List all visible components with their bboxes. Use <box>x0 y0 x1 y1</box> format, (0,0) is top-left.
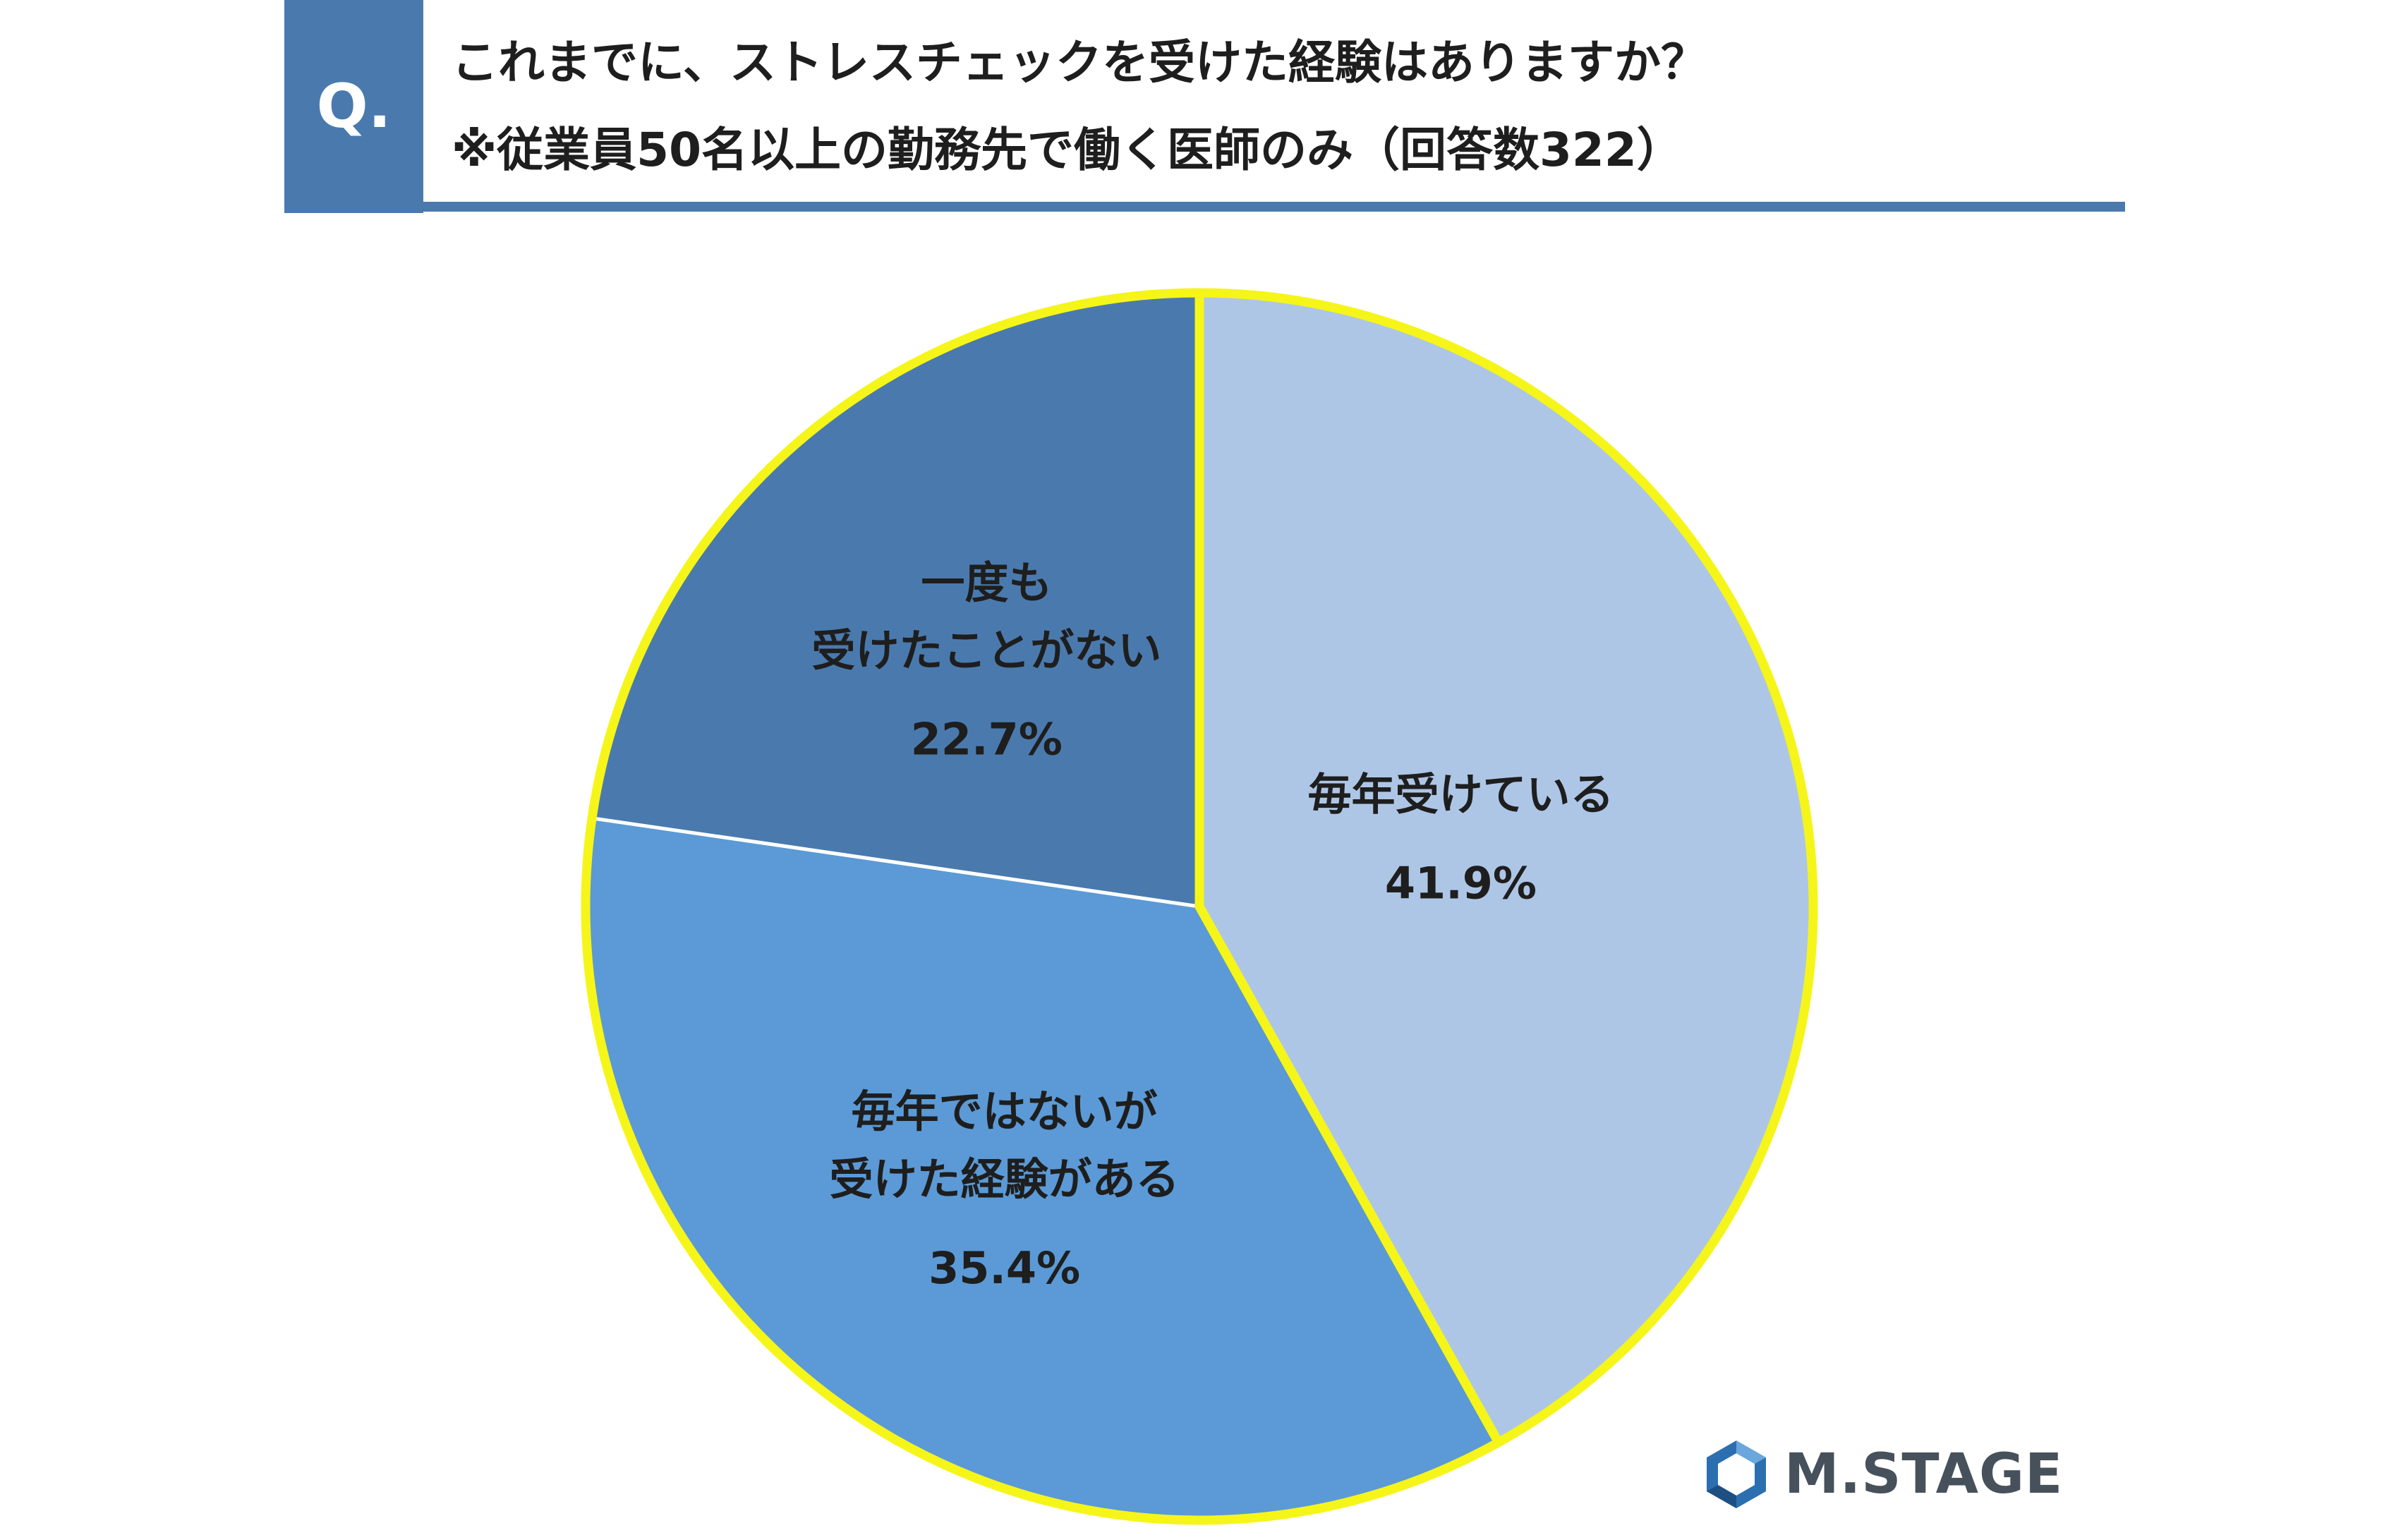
chart-subtitle: ※従業員50名以上の勤務先で働く医師のみ（回答数322） <box>452 123 1683 177</box>
mstage-logo-text: M.STAGE <box>1784 1443 2064 1506</box>
slice-value-label-1: 41.9% <box>1385 858 1537 909</box>
slice-category-label-2: 受けた経験がある <box>830 1153 1180 1205</box>
pie-slice-3 <box>590 291 1202 909</box>
highlight-outline-1 <box>581 288 1503 1525</box>
title-underline <box>423 202 2125 212</box>
slice-category-label-3: 受けたことがない <box>811 624 1161 676</box>
slice-value-label-2: 35.4% <box>928 1242 1080 1294</box>
mstage-logo-icon <box>1707 1441 1766 1508</box>
slice-category-label-2: 毎年ではないが <box>852 1086 1158 1137</box>
question-badge-label: Q. <box>316 71 392 142</box>
slice-category-label-1: 毎年受けている <box>1307 769 1614 820</box>
highlight-outline-2 <box>1194 288 1818 1448</box>
pie-slices <box>581 288 1818 1525</box>
chart-title: これまでに、ストレスチェックを受けた経験はありますか？ <box>452 35 1708 90</box>
question-badge: Q. <box>284 0 423 213</box>
slice-value-label-3: 22.7% <box>911 713 1063 765</box>
mstage-logo: M.STAGE <box>1704 1439 2063 1510</box>
slice-category-label-3: 一度も <box>921 557 1052 608</box>
